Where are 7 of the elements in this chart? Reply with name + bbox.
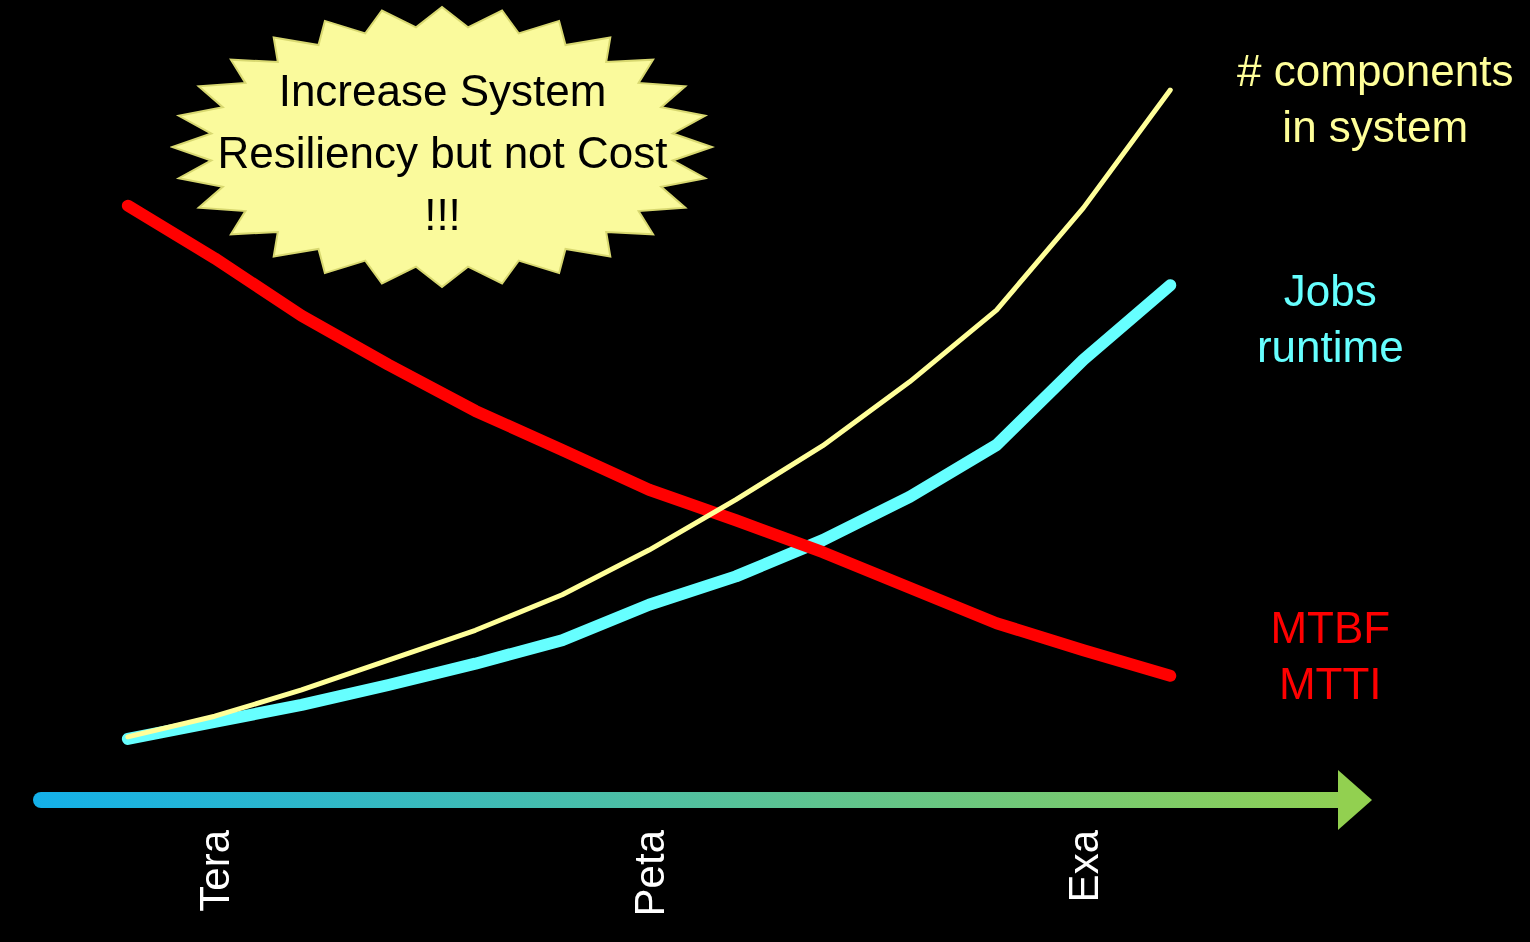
x-tick-label: Tera [191,829,239,912]
x-tick-label: Peta [625,829,673,917]
x-tick-label: Exa [1059,829,1107,903]
series-label: # components in system [1237,45,1514,151]
annotation: Increase System Resiliency but not Cost !!! [216,65,669,241]
text: Jobs runtime [1256,265,1404,371]
text: MTBF MTTI [1270,603,1391,709]
